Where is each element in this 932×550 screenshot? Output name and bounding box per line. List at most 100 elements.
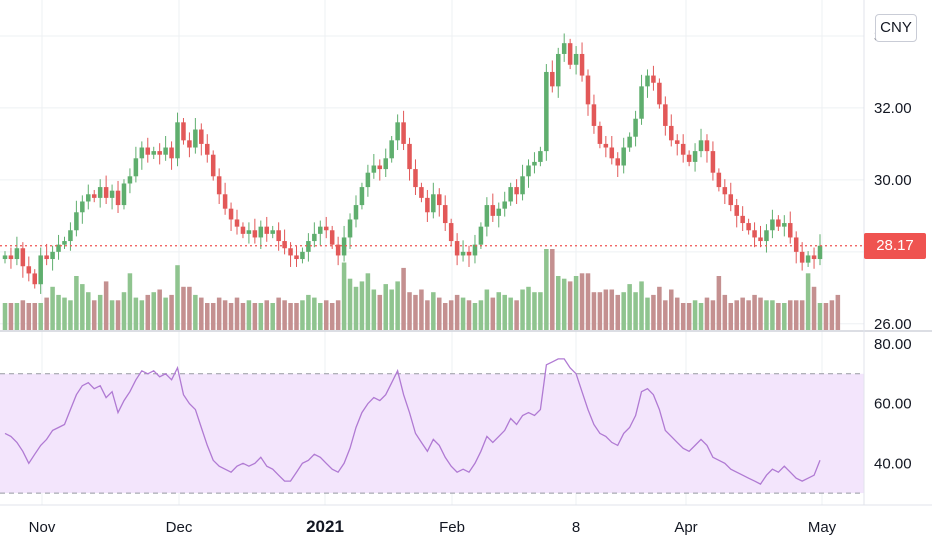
candle-body xyxy=(395,122,400,141)
candle xyxy=(799,242,805,271)
candle-body xyxy=(312,233,317,242)
candle-body xyxy=(722,187,728,195)
time-tick-label: Apr xyxy=(674,519,697,536)
volume-bar xyxy=(740,297,745,330)
volume-bar xyxy=(8,303,14,330)
volume-bar xyxy=(674,297,680,330)
time-tick-label: Dec xyxy=(166,519,193,536)
volume-bar xyxy=(240,303,246,330)
candle-body xyxy=(258,226,264,238)
volume-bar xyxy=(514,300,519,330)
candle xyxy=(401,110,406,151)
candle xyxy=(175,112,180,167)
candle-body xyxy=(561,43,567,54)
candle xyxy=(728,182,734,212)
candle-body xyxy=(782,223,787,227)
candle-body xyxy=(38,255,43,285)
candle-body xyxy=(127,176,133,184)
candle-body xyxy=(567,43,573,65)
volume-bar xyxy=(157,289,162,330)
volume-bar xyxy=(782,303,787,330)
candle-body xyxy=(205,143,210,155)
candle-body xyxy=(228,208,234,220)
candle xyxy=(508,182,513,206)
volume-bar xyxy=(478,300,484,330)
candle-body xyxy=(199,129,204,144)
candle-body xyxy=(460,251,466,256)
candle-body xyxy=(306,241,311,252)
candle-body xyxy=(716,172,722,188)
candle xyxy=(26,256,32,282)
volume-bar xyxy=(704,297,710,330)
candle xyxy=(639,74,644,125)
candle-body xyxy=(621,147,626,166)
candle-body xyxy=(419,187,424,198)
candle xyxy=(746,218,751,235)
candle-body xyxy=(80,201,85,213)
volume-bar xyxy=(454,294,460,330)
candle xyxy=(716,168,722,192)
volume-bar xyxy=(252,303,258,330)
candle xyxy=(8,247,14,269)
candle-body xyxy=(115,190,121,206)
price-tick-label: 32.00 xyxy=(874,100,912,117)
volume-bar xyxy=(347,278,353,330)
candle xyxy=(91,189,97,203)
candle-body xyxy=(383,158,388,170)
volume-bar xyxy=(228,303,234,330)
candle-body xyxy=(746,223,751,231)
volume-bar xyxy=(300,300,305,330)
candle xyxy=(127,168,133,194)
candle xyxy=(555,47,561,98)
volume-bar xyxy=(460,297,466,330)
candle-body xyxy=(734,205,739,216)
candle-body xyxy=(758,237,763,242)
candle xyxy=(722,179,728,204)
candle-body xyxy=(103,187,109,198)
candle-body xyxy=(544,71,549,152)
candle-body xyxy=(288,248,293,256)
candle xyxy=(318,220,323,246)
volume-bar xyxy=(312,297,317,330)
candle-body xyxy=(193,129,198,148)
volume-bar xyxy=(288,303,293,330)
candle xyxy=(704,134,710,163)
candle-body xyxy=(508,187,513,202)
rsi-axis-ticks[interactable]: 40.00 60.00 80.00 xyxy=(874,336,912,472)
volume-bar xyxy=(318,303,323,330)
candle xyxy=(710,141,716,181)
time-axis-ticks[interactable]: Nov Dec 2021 Feb 8 Apr May xyxy=(29,517,837,536)
volume-bar xyxy=(776,303,781,330)
candle-body xyxy=(692,151,698,162)
candle xyxy=(413,159,418,196)
volume-bar xyxy=(401,267,406,330)
candle xyxy=(627,132,632,152)
candle xyxy=(805,251,811,267)
volume-bar xyxy=(823,303,829,330)
rsi-tick-label: 80.00 xyxy=(874,336,912,353)
candle-body xyxy=(657,82,662,105)
candle xyxy=(371,153,377,179)
volume-bar xyxy=(115,300,121,330)
candle-body xyxy=(764,230,769,242)
candle xyxy=(532,152,537,174)
candle xyxy=(764,224,769,253)
candle-body xyxy=(389,140,394,159)
candle-body xyxy=(62,241,67,245)
volume-bar xyxy=(133,297,139,330)
candle-body xyxy=(579,53,585,76)
candle-body xyxy=(86,194,91,202)
candle-body xyxy=(686,154,692,162)
volume-bar xyxy=(199,297,204,330)
candle xyxy=(680,134,686,163)
volume-bar xyxy=(609,289,615,330)
volume-bar xyxy=(97,294,103,330)
candle xyxy=(740,206,745,231)
volume-bar xyxy=(74,276,79,330)
currency-badge[interactable]: CNY xyxy=(875,14,917,42)
volume-bar xyxy=(442,303,448,330)
candle xyxy=(419,182,424,203)
candle-body xyxy=(538,151,543,162)
